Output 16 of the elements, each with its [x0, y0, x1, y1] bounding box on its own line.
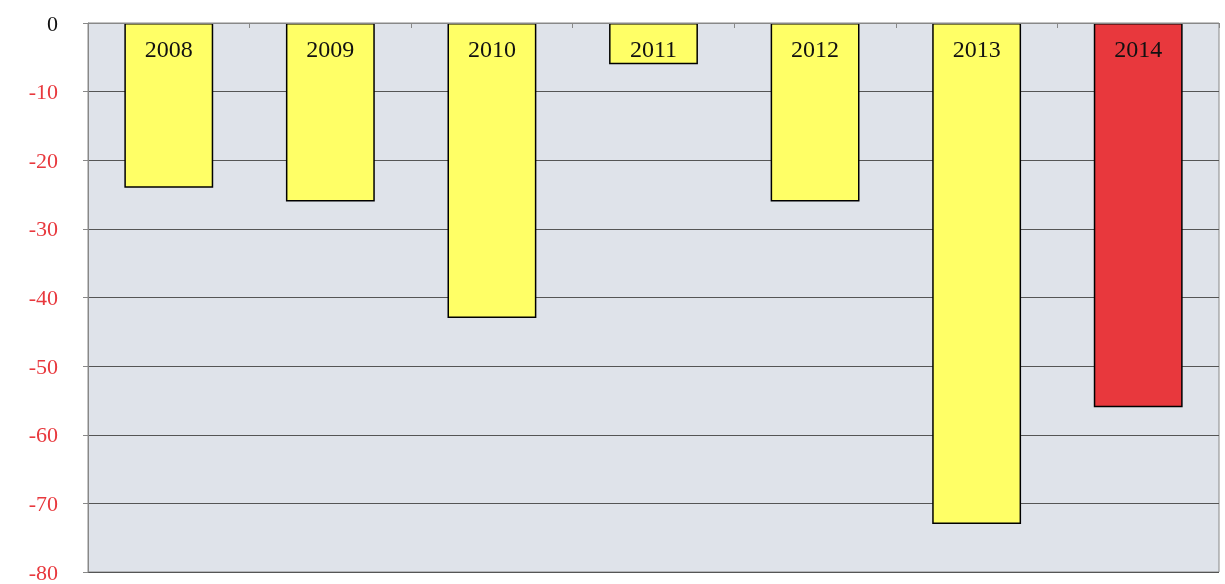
y-tick-label: -10 — [28, 79, 58, 105]
x-tick-label: 2013 — [952, 36, 1001, 62]
x-tick-label: 2011 — [629, 36, 678, 62]
y-tick-label: -40 — [28, 285, 58, 310]
y-tick-label: 0 — [47, 10, 58, 36]
y-tick-label: -60 — [28, 422, 58, 448]
y-tick-label: -70 — [28, 490, 58, 516]
x-tick-label: 2010 — [467, 36, 516, 62]
y-tick-label: -20 — [28, 147, 58, 173]
x-tick-label: 2009 — [306, 36, 355, 62]
x-tick-label: 2008 — [144, 36, 193, 62]
y-tick-label: -50 — [28, 353, 58, 379]
y-tick-label: -80 — [28, 559, 58, 584]
y-tick-label: -30 — [28, 216, 58, 242]
x-tick-label: 2012 — [791, 36, 840, 62]
x-tick-label: 2014 — [1114, 36, 1163, 62]
